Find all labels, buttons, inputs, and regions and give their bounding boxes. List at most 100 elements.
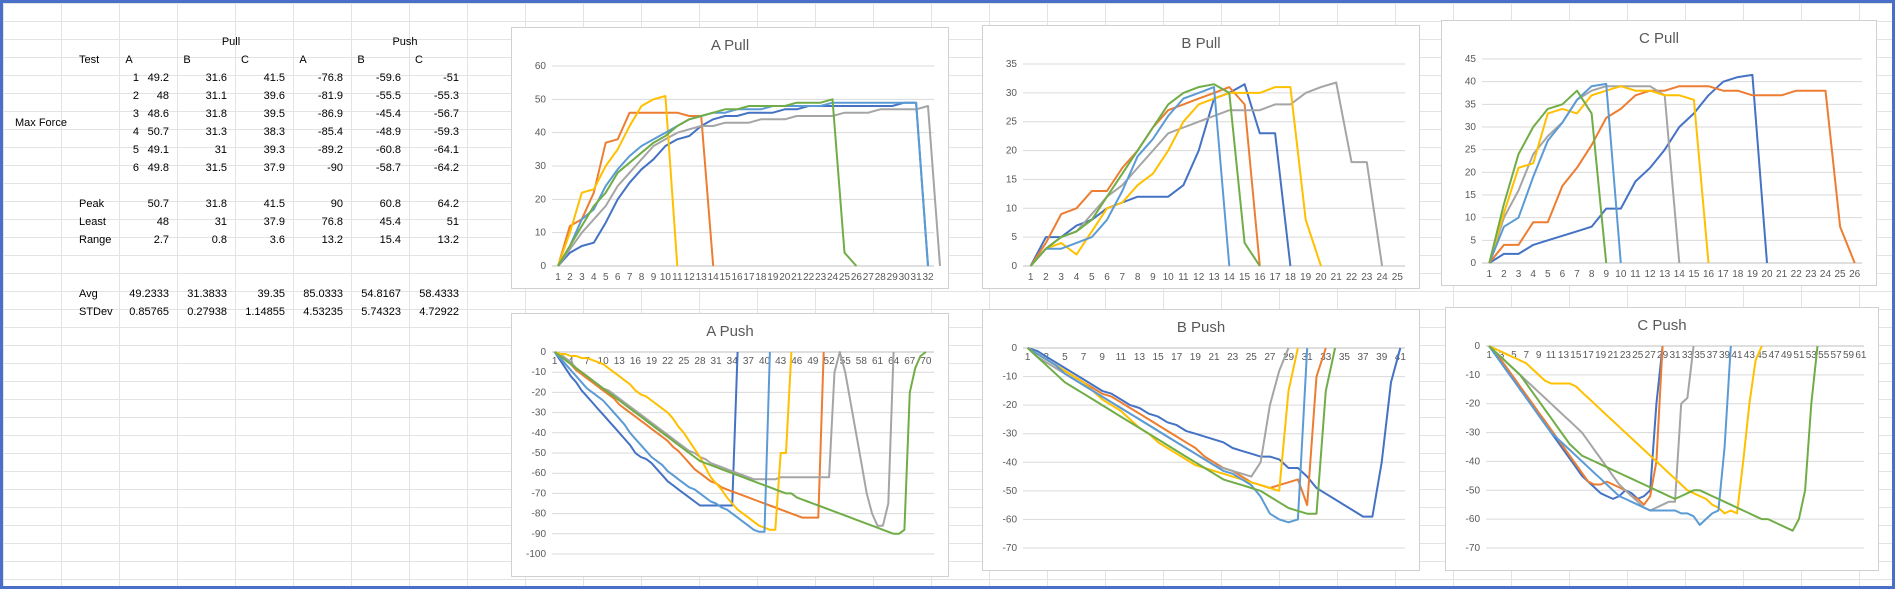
table-cell[interactable]: 31.8 [205,198,227,210]
table-cell[interactable]: 13.2 [437,234,459,246]
table-cell[interactable]: 45.4 [379,216,401,228]
y-tick-label: -40 [1466,456,1481,467]
table-cell[interactable]: -81.9 [317,90,343,102]
col-header[interactable]: A [299,54,307,66]
table-cell[interactable]: 37.9 [263,216,285,228]
header-push[interactable]: Push [392,36,418,48]
table-cell[interactable]: -64.1 [433,144,459,156]
table-cell[interactable]: 31.3833 [187,288,227,300]
table-cell[interactable]: 49.2 [147,72,169,84]
table-cell[interactable]: 15.4 [379,234,401,246]
header-test[interactable]: Test [79,54,100,66]
table-cell[interactable]: 49.1 [147,144,169,156]
table-cell[interactable]: -48.9 [375,126,401,138]
table-cell[interactable]: 31.5 [205,162,227,174]
test-number[interactable]: 1 [132,72,139,84]
table-cell[interactable]: 41.5 [263,72,285,84]
table-cell[interactable]: 39.35 [257,288,285,300]
y-tick-label: -60 [532,468,547,479]
table-cell[interactable]: 31 [214,216,227,228]
table-cell[interactable]: 49.2333 [129,288,169,300]
table-cell[interactable]: 4.53235 [303,306,343,318]
table-cell[interactable]: 5.74323 [361,306,401,318]
col-header[interactable]: B [183,54,191,66]
test-number[interactable]: 2 [132,90,139,102]
x-tick-label: 15 [1239,272,1251,283]
table-cell[interactable]: 4.72922 [419,306,459,318]
stat-label[interactable]: Range [79,234,112,246]
table-cell[interactable]: 31.6 [205,72,227,84]
table-cell[interactable]: 49.8 [147,162,169,174]
table-cell[interactable]: 48 [156,216,169,228]
table-cell[interactable]: 31.3 [205,126,227,138]
table-cell[interactable]: -89.2 [317,144,343,156]
table-cell[interactable]: -55.5 [375,90,401,102]
col-header[interactable]: C [241,54,249,66]
chart-a-push[interactable]: A Push 0 -10 -20 -30 -40 -50 -60 -70 -80 -90 -100 1 4… [511,313,949,577]
header-pull[interactable]: Pull [221,36,241,48]
table-cell[interactable]: -76.8 [317,72,343,84]
table-cell[interactable]: 39.3 [263,144,285,156]
table-cell[interactable]: 1.14855 [245,306,285,318]
table-cell[interactable]: 0.85765 [129,306,169,318]
table-cell[interactable]: -85.4 [317,126,343,138]
test-number[interactable]: 3 [132,108,139,120]
row-label-max-force[interactable]: Max Force [15,117,67,129]
stat-label[interactable]: Avg [79,288,98,300]
chart-b-pull[interactable]: B Pull 0 5 10 15 20 25 30 35 1 2 3 4 5 6 7 8 9 10 11 12 13 14 1… [982,25,1420,289]
table-cell[interactable]: -59.6 [375,72,401,84]
x-tick-label: 23 [1620,350,1632,361]
table-cell[interactable]: -59.3 [433,126,459,138]
table-cell[interactable]: 39.5 [263,108,285,120]
col-header[interactable]: B [357,54,365,66]
table-cell[interactable]: -56.7 [433,108,459,120]
test-number[interactable]: 4 [132,126,139,138]
test-number[interactable]: 5 [132,144,139,156]
table-cell[interactable]: -64.2 [433,162,459,174]
test-number[interactable]: 6 [132,162,139,174]
table-cell[interactable]: 13.2 [321,234,343,246]
table-cell[interactable]: 85.0333 [303,288,343,300]
table-cell[interactable]: 3.6 [269,234,285,246]
table-cell[interactable]: -55.3 [433,90,459,102]
table-cell[interactable]: -45.4 [375,108,401,120]
chart-b-push[interactable]: B Push 0 -10 -20 -30 -40 -50 -60 -70 1 3 5 7 9 11 13 15 1… [982,309,1420,571]
stat-label[interactable]: Least [79,216,106,228]
table-cell[interactable]: 2.7 [153,234,169,246]
table-cell[interactable]: 41.5 [263,198,285,210]
table-cell[interactable]: -86.9 [317,108,343,120]
table-cell[interactable]: 38.3 [263,126,285,138]
table-cell[interactable]: -51 [443,72,459,84]
col-header[interactable]: A [125,54,133,66]
chart-c-pull[interactable]: C Pull 0 5 10 15 20 25 30 35 40 45 1 2 3 4 5 6 7 8 9 10 11 12 1… [1441,20,1877,286]
chart-c-push[interactable]: C Push 0 -10 -20 -30 -40 -50 -60 -70 1 3 5 7 9 11 13 15 1… [1445,307,1879,571]
table-cell[interactable]: 51 [446,216,459,228]
table-cell[interactable]: 50.7 [147,198,169,210]
table-cell[interactable]: 0.27938 [187,306,227,318]
table-cell[interactable]: 39.6 [263,90,285,102]
table-cell[interactable]: -90 [327,162,343,174]
y-tick-label: 10 [535,228,547,239]
table-cell[interactable]: 31.8 [205,108,227,120]
table-cell[interactable]: -58.7 [375,162,401,174]
table-cell[interactable]: 48.6 [147,108,169,120]
x-tick-label: 17 [1270,272,1282,283]
table-cell[interactable]: 54.8167 [361,288,401,300]
table-cell[interactable]: 0.8 [211,234,227,246]
table-cell[interactable]: 31 [214,144,227,156]
chart-a-pull[interactable]: A Pull 0 10 20 30 40 50 60 1 2 3 4 5 6 7 8 9 10 11 12 13 14 15… [511,27,949,289]
col-header[interactable]: C [415,54,423,66]
table-cell[interactable]: 64.2 [437,198,459,210]
table-cell[interactable]: 90 [330,198,343,210]
table-cell[interactable]: -60.8 [375,144,401,156]
table-cell[interactable]: 37.9 [263,162,285,174]
stat-label[interactable]: STDev [79,306,113,318]
table-cell[interactable]: 60.8 [379,198,401,210]
table-cell[interactable]: 50.7 [147,126,169,138]
table-cell[interactable]: 48 [156,90,169,102]
table-cell[interactable]: 76.8 [321,216,343,228]
table-cell[interactable]: 58.4333 [419,288,459,300]
stat-label[interactable]: Peak [79,198,105,210]
table-cell[interactable]: 31.1 [205,90,227,102]
